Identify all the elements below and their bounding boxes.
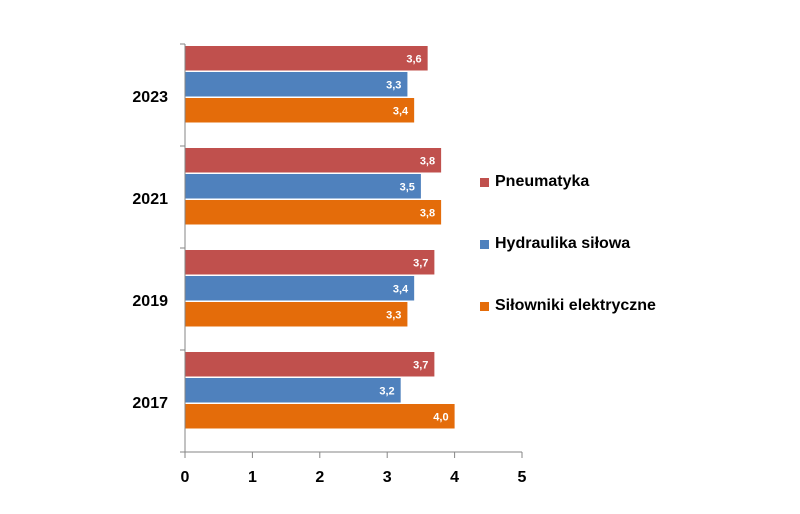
data-label: 3,8 (420, 207, 435, 219)
data-label: 3,3 (386, 79, 401, 91)
x-tick-label: 0 (181, 469, 190, 486)
bar-2019-1 (185, 250, 435, 275)
legend-item-silowniki[interactable]: Siłowniki elektryczne (480, 296, 656, 316)
legend-item-hydraulika[interactable]: Hydraulika siłowa (480, 234, 656, 254)
x-tick-label: 4 (450, 469, 459, 486)
bar-2019-3 (185, 302, 408, 327)
x-tick-label: 1 (248, 469, 257, 486)
x-tick-label: 2 (315, 469, 324, 486)
legend-label: Pneumatyka (495, 173, 590, 190)
bar-2017-1 (185, 352, 435, 377)
data-label: 4,0 (433, 411, 448, 423)
data-label: 3,7 (413, 257, 428, 269)
bar-2023-2 (185, 72, 408, 97)
legend-item-pneumatyka[interactable]: Pneumatyka (480, 172, 656, 192)
bar-2021-2 (185, 174, 421, 199)
legend-label: Hydraulika siłowa (495, 235, 631, 252)
bar-2023-1 (185, 46, 428, 71)
legend-swatch-pneumatyka (480, 177, 489, 187)
category-label: 2023 (132, 89, 168, 106)
data-label: 3,2 (379, 385, 394, 397)
bar-2017-3 (185, 404, 455, 429)
legend-swatch-silowniki (480, 301, 489, 311)
data-label: 3,3 (386, 309, 401, 321)
bar-2021-1 (185, 148, 442, 173)
x-tick-label: 5 (518, 469, 527, 486)
legend: Pneumatyka Hydraulika siłowa Siłowniki e… (480, 172, 656, 358)
bar-2017-2 (185, 378, 401, 403)
data-label: 3,6 (406, 53, 421, 65)
data-label: 3,5 (400, 181, 415, 193)
category-label: 2019 (132, 293, 168, 310)
category-label: 2017 (132, 395, 168, 412)
data-label: 3,4 (393, 283, 409, 295)
legend-label: Siłowniki elektryczne (495, 297, 656, 314)
bar-2023-3 (185, 98, 415, 123)
bar-2021-3 (185, 200, 442, 225)
category-label: 2021 (132, 191, 168, 208)
legend-swatch-hydraulika (480, 239, 489, 249)
data-label: 3,7 (413, 359, 428, 371)
data-label: 3,4 (393, 105, 409, 117)
data-label: 3,8 (420, 155, 435, 167)
axis-layer: 2023 2021 2019 2017 0 1 2 3 4 5 (132, 43, 527, 486)
bars-layer: 3,6 3,3 3,4 3,8 3,5 3,8 3,7 3,4 3,3 3,7 3,2 4,0 (185, 46, 455, 429)
bar-2019-2 (185, 276, 415, 301)
x-tick-label: 3 (383, 469, 392, 486)
